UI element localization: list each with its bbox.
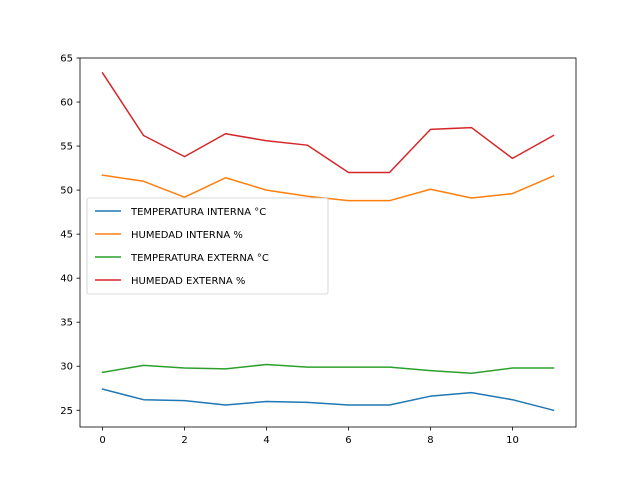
y-tick-label: 45 [60,230,73,241]
y-tick-label: 55 [60,142,73,153]
legend-label-1: HUMEDAD INTERNA % [131,230,243,241]
x-tick-label: 10 [506,435,519,446]
legend-label-0: TEMPERATURA INTERNA °C [130,207,266,218]
x-tick-label: 2 [181,435,187,446]
series-line-3 [101,71,555,174]
x-axis: 0 2 4 6 8 10 [99,427,519,446]
legend-box [86,197,329,295]
y-tick-label: 65 [60,54,73,65]
y-tick-label: 30 [60,362,73,373]
legend-label-3: HUMEDAD EXTERNA % [131,276,245,287]
series-line-2 [101,363,555,375]
y-tick-label: 25 [60,406,73,417]
series-line-0 [101,388,555,412]
y-tick-label: 60 [60,98,73,109]
x-tick-label: 8 [427,435,433,446]
x-tick-label: 0 [99,435,105,446]
y-tick-label: 50 [60,186,73,197]
x-tick-label: 6 [345,435,351,446]
legend: TEMPERATURA INTERNA °C HUMEDAD INTERNA % T… [86,197,329,295]
x-tick-label: 4 [263,435,269,446]
legend-label-2: TEMPERATURA EXTERNA °C [130,253,269,264]
plot-frame [79,57,577,428]
y-tick-label: 40 [60,274,73,285]
y-axis: 25 30 35 40 45 50 55 60 65 [60,54,80,417]
y-tick-label: 35 [60,318,73,329]
